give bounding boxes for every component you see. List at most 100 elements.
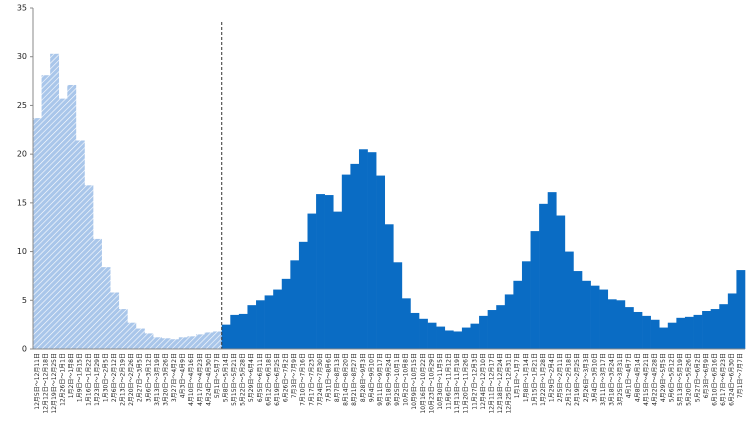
- x-tick-label: 7月3日～7月9日: [291, 353, 298, 398]
- bar: [684, 316, 694, 349]
- x-tick-label: 1月2日～1月8日: [68, 353, 75, 398]
- x-tick-label: 5月20日～5月26日: [686, 353, 693, 406]
- x-tick-label: 7月24日～7月30日: [317, 353, 324, 406]
- bar: [316, 194, 325, 349]
- x-tick-label: 8月7日～8月13日: [334, 353, 341, 402]
- x-tick-label: 5月15日～5月21日: [231, 353, 238, 406]
- x-tick-label: 1月30日～2月5日: [102, 353, 109, 402]
- bar: [642, 315, 651, 349]
- bar: [170, 339, 180, 349]
- x-tick-label: 2月26日～3月3日: [583, 353, 590, 402]
- x-tick-label: 6月17日～6月23日: [720, 353, 727, 406]
- x-tick-label: 5月29日～6月4日: [248, 353, 255, 402]
- bar: [453, 331, 463, 349]
- bar: [419, 318, 428, 349]
- bar: [444, 330, 454, 349]
- x-tick-label: 12月12日～12月18日: [42, 353, 49, 414]
- x-tick-label: 6月19日～6月25日: [274, 353, 281, 406]
- bar: [324, 195, 334, 349]
- x-tick-label: 10月16日～10月22日: [420, 353, 427, 414]
- bar: [401, 298, 411, 349]
- bar: [513, 280, 523, 349]
- bar: [539, 203, 548, 349]
- x-tick-label: 4月1日～4月7日: [626, 353, 633, 398]
- x-tick-label: 8月21日～8月27日: [351, 353, 358, 406]
- bar: [230, 314, 240, 349]
- x-tick-label: 1月15日～1月21日: [531, 353, 538, 406]
- x-tick-label: 8月28日～9月3日: [360, 353, 367, 402]
- bar: [393, 262, 403, 349]
- bar: [659, 327, 669, 349]
- x-tick-label: 10月9日～10月15日: [411, 353, 418, 410]
- x-tick-label: 10月30日～11月5日: [437, 353, 444, 410]
- x-tick-label: 3月25日～3月31日: [617, 353, 624, 406]
- bar: [33, 118, 42, 349]
- x-tick-label: 12月26日～1月1日: [60, 353, 67, 406]
- x-tick-label: 4月24日～4月30日: [205, 353, 212, 406]
- bar: [204, 332, 214, 349]
- bar: [427, 322, 437, 349]
- bar: [333, 211, 343, 349]
- bar: [135, 328, 145, 349]
- bar: [144, 333, 154, 349]
- bar: [436, 326, 446, 349]
- bar: [479, 315, 488, 349]
- bar: [264, 295, 274, 349]
- bar: [496, 305, 506, 349]
- x-tick-label: 5月13日～5月19日: [677, 353, 684, 406]
- bar: [504, 294, 514, 349]
- bar: [358, 149, 368, 349]
- bar: [281, 278, 291, 349]
- y-tick-label: 10: [17, 247, 27, 256]
- x-tick-label: 6月24日～6月30日: [729, 353, 736, 406]
- x-tick-label: 2月19日～2月25日: [574, 353, 581, 406]
- bar: [564, 251, 574, 349]
- x-tick-label: 3月6日～3月12日: [145, 353, 152, 402]
- x-tick-label: 9月4日～9月10日: [368, 353, 375, 402]
- bar: [410, 312, 420, 349]
- bar: [153, 337, 162, 349]
- bar: [110, 292, 120, 349]
- x-tick-label: 7月1日～7月7日: [737, 353, 744, 398]
- bar: [461, 327, 471, 349]
- x-tick-label: 4月22日～4月28日: [651, 353, 658, 406]
- bar: [307, 213, 317, 349]
- x-tick-label: 2月6日～2月12日: [111, 353, 118, 402]
- x-tick-label: 6月5日～6月11日: [257, 353, 264, 402]
- x-tick-label: 6月26日～7月2日: [283, 353, 290, 402]
- bar: [298, 241, 308, 349]
- bar: [67, 84, 77, 350]
- bar: [521, 261, 531, 349]
- bar: [384, 224, 394, 349]
- x-tick-label: 2月20日～2月26日: [128, 353, 135, 406]
- bar: [58, 98, 68, 349]
- x-tick-label: 9月11日～9月17日: [377, 353, 384, 406]
- bar: [547, 192, 557, 349]
- x-tick-label: 3月4日～3月10日: [591, 353, 598, 402]
- bar: [616, 300, 626, 349]
- bar: [247, 305, 257, 349]
- y-tick-label: 25: [17, 101, 27, 110]
- x-tick-label: 11月27日～12月3日: [471, 353, 478, 410]
- x-tick-label: 3月20日～3月26日: [162, 353, 169, 406]
- bar: [341, 174, 351, 349]
- bar: [118, 309, 128, 349]
- bar: [41, 75, 51, 350]
- x-tick-label: 5月27日～6月2日: [694, 353, 701, 402]
- bar: [50, 53, 60, 349]
- x-tick-label: 7月31日～8月6日: [325, 353, 332, 402]
- x-tick-label: 3月18日～3月24日: [609, 353, 616, 406]
- x-tick-label: 5月8日～5月14日: [223, 353, 230, 402]
- bar: [633, 311, 643, 349]
- bar: [556, 215, 566, 349]
- bar: [187, 336, 197, 349]
- bar: [376, 175, 386, 349]
- x-tick-label: 5月6日～5月12日: [669, 353, 676, 402]
- x-tick-label: 9月18日～9月24日: [386, 353, 393, 406]
- bar: [710, 309, 720, 349]
- x-tick-label: 1月23日～1月29日: [94, 353, 101, 406]
- x-tick-label: 12月4日～12月10日: [480, 353, 487, 410]
- x-tick-label: 3月11日～3月17日: [600, 353, 607, 406]
- x-tick-label: 3月27日～4月2日: [171, 353, 178, 402]
- bar: [736, 270, 746, 349]
